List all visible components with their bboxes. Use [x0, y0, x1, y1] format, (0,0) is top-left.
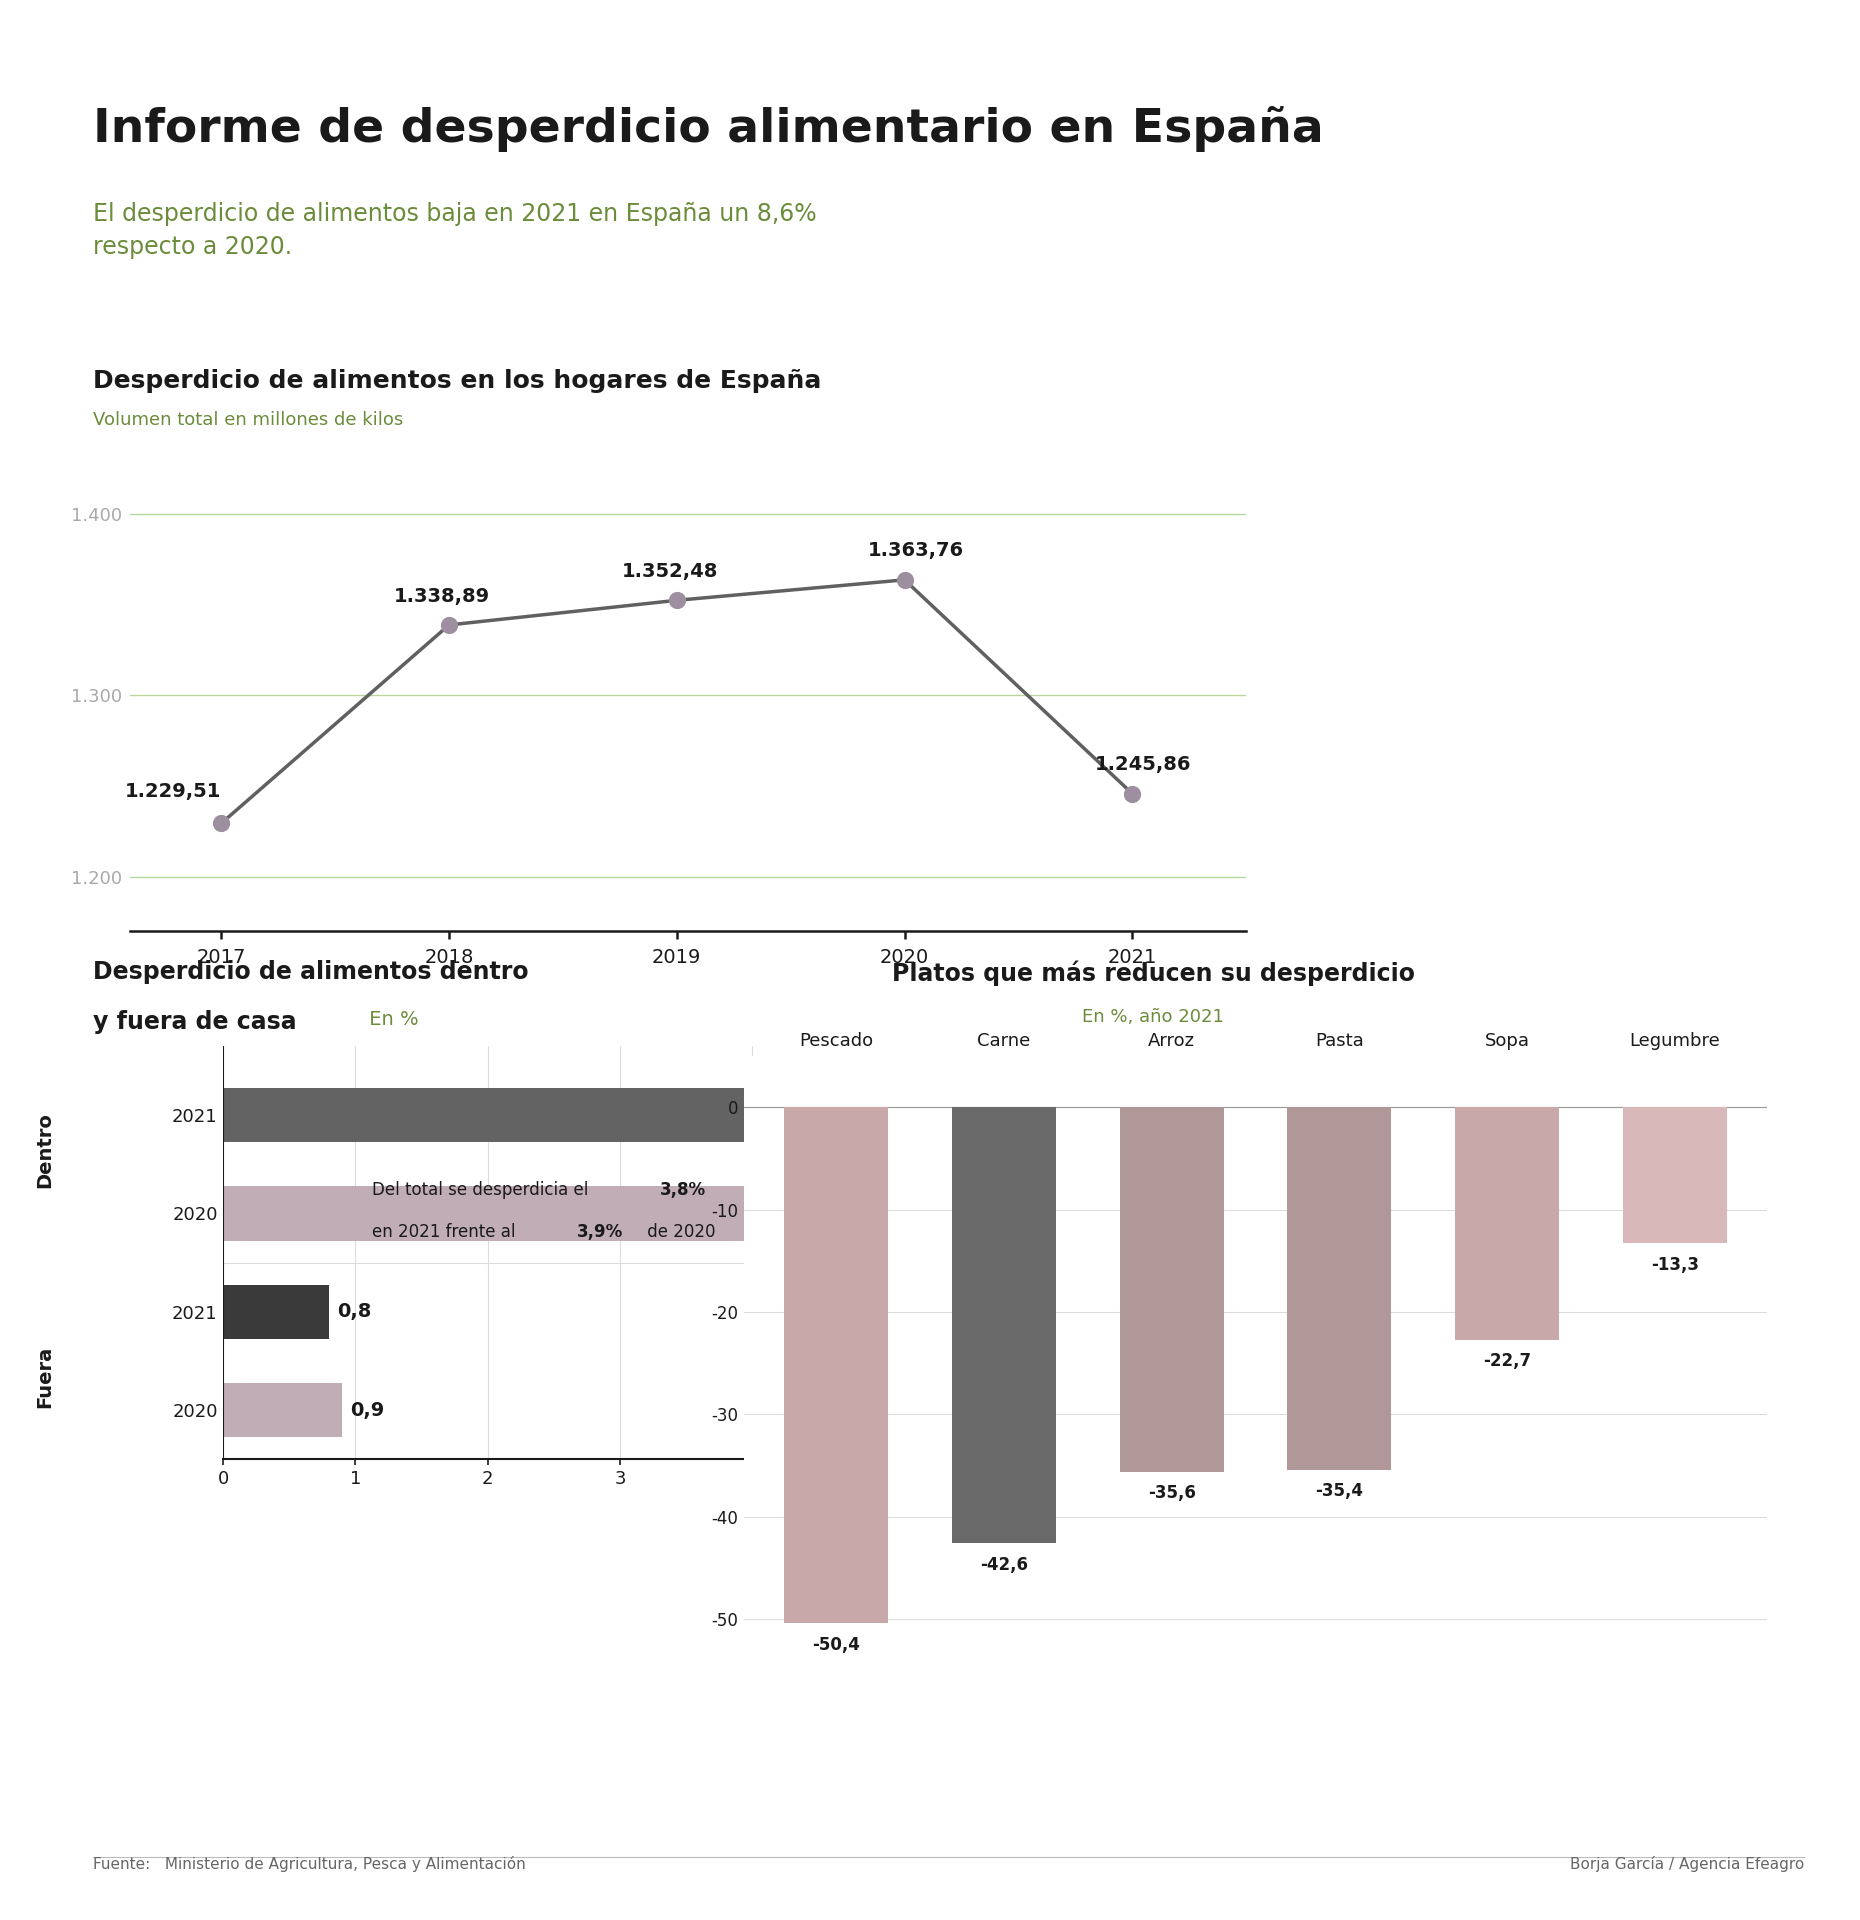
Text: 1.363,76: 1.363,76 [867, 541, 963, 561]
Text: -13,3: -13,3 [1652, 1256, 1698, 1273]
Text: 3,9%: 3,9% [577, 1223, 623, 1240]
Text: -35,6: -35,6 [1148, 1484, 1196, 1501]
Text: 0,8: 0,8 [337, 1302, 372, 1321]
Text: Del total se desperdicia el: Del total se desperdicia el [372, 1181, 593, 1198]
Bar [1287, 1108, 1391, 1469]
Point [206, 808, 236, 839]
Text: En %, año 2021: En %, año 2021 [1083, 1008, 1224, 1025]
Text: Desperdicio de alimentos dentro: Desperdicio de alimentos dentro [93, 960, 528, 983]
Text: Informe de desperdicio alimentario en España: Informe de desperdicio alimentario en Es… [93, 106, 1324, 152]
Bar [1622, 1108, 1726, 1244]
Text: -50,4: -50,4 [813, 1636, 859, 1653]
Text: Volumen total en millones de kilos: Volumen total en millones de kilos [93, 411, 404, 428]
Text: Borja García / Agencia Efeagro: Borja García / Agencia Efeagro [1570, 1857, 1804, 1872]
Point [1118, 778, 1148, 808]
Text: Fuera: Fuera [35, 1346, 54, 1407]
Text: -42,6: -42,6 [980, 1555, 1029, 1574]
Text: y fuera de casa: y fuera de casa [93, 1010, 296, 1033]
Bar [223, 1187, 792, 1240]
Text: En %: En % [363, 1010, 418, 1029]
Text: Fuente:   Ministerio de Agricultura, Pesca y Alimentación: Fuente: Ministerio de Agricultura, Pesca… [93, 1857, 526, 1872]
Text: 3,8%: 3,8% [660, 1181, 707, 1198]
Bar [1455, 1108, 1559, 1340]
Text: -35,4: -35,4 [1315, 1482, 1363, 1500]
Text: 4,3: 4,3 [800, 1204, 835, 1223]
Text: Platos que más reducen su desperdicio: Platos que más reducen su desperdicio [891, 960, 1415, 985]
Point [662, 586, 692, 616]
Point [889, 564, 919, 595]
Text: El desperdicio de alimentos baja en 2021 en España un 8,6%
respecto a 2020.: El desperdicio de alimentos baja en 2021… [93, 202, 817, 259]
Text: 1.245,86: 1.245,86 [1096, 755, 1192, 774]
Text: 0,9: 0,9 [350, 1400, 385, 1419]
Bar [785, 1108, 889, 1622]
Bar [223, 1089, 779, 1142]
Bar [1120, 1108, 1224, 1473]
Bar [952, 1108, 1056, 1544]
Text: 4,2: 4,2 [787, 1106, 822, 1125]
Bar [223, 1284, 329, 1338]
Text: Dentro: Dentro [35, 1112, 54, 1188]
Text: en 2021 frente al: en 2021 frente al [372, 1223, 521, 1240]
Text: de 2020: de 2020 [642, 1223, 716, 1240]
Text: -22,7: -22,7 [1482, 1352, 1531, 1371]
Text: Desperdicio de alimentos en los hogares de España: Desperdicio de alimentos en los hogares … [93, 369, 822, 392]
Text: 1.352,48: 1.352,48 [621, 563, 718, 582]
Text: 1.338,89: 1.338,89 [394, 586, 491, 605]
Text: 1.229,51: 1.229,51 [125, 781, 221, 801]
Bar [223, 1382, 342, 1436]
Point [433, 609, 463, 639]
